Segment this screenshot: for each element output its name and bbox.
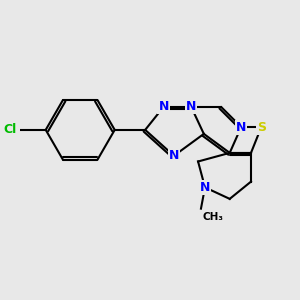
Text: CH₃: CH₃ — [203, 212, 224, 222]
Text: N: N — [158, 100, 169, 113]
Text: N: N — [236, 121, 246, 134]
Text: N: N — [200, 181, 210, 194]
Text: N: N — [169, 149, 179, 162]
Text: Cl: Cl — [4, 123, 17, 136]
Text: S: S — [257, 121, 266, 134]
Text: N: N — [186, 100, 196, 113]
